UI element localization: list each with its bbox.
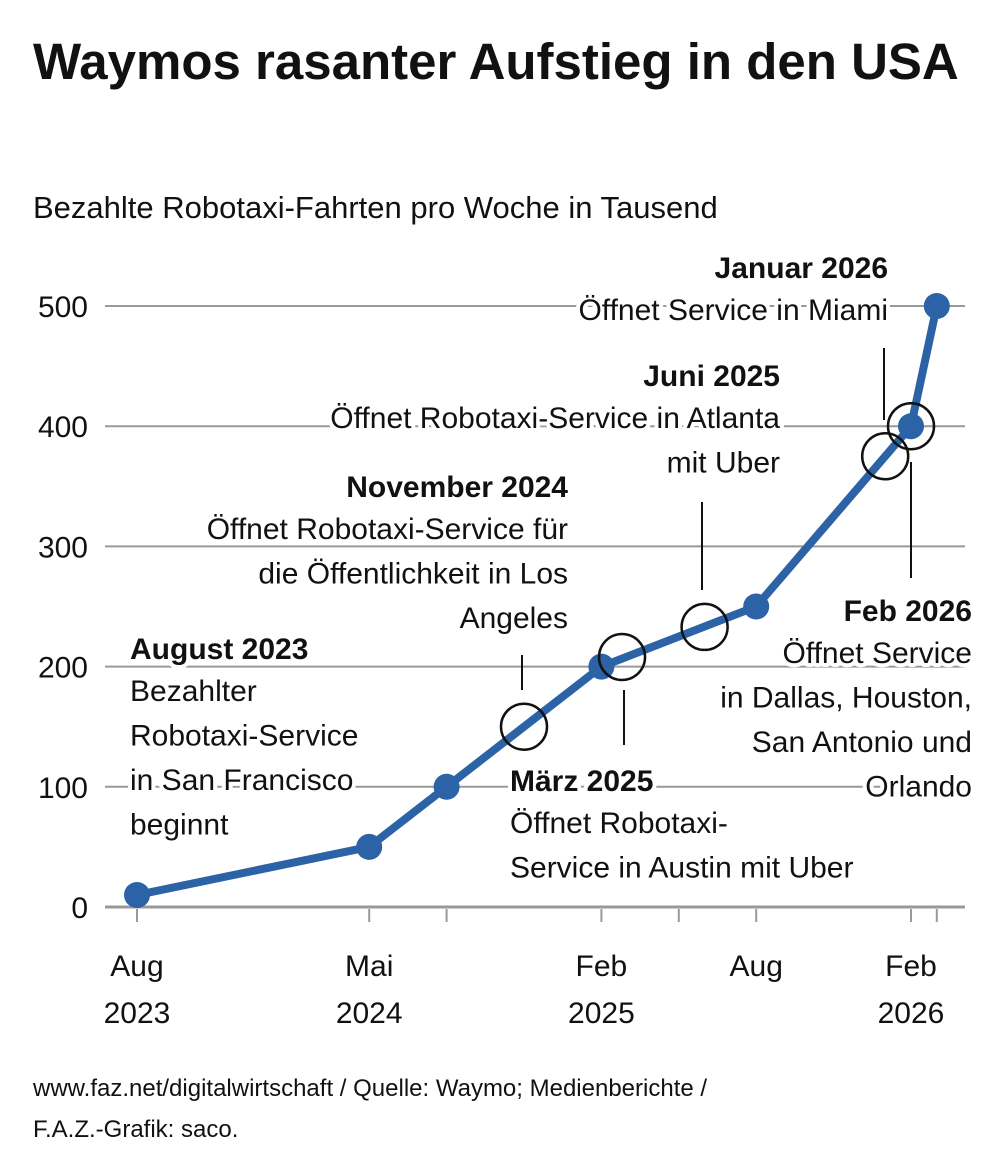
annotation-text: in Dallas, Houston, bbox=[720, 682, 972, 715]
footer-source: www.faz.net/digitalwirtschaft / Quelle: … bbox=[33, 1075, 708, 1102]
x-tick-label-year: 2025 bbox=[568, 997, 635, 1030]
annotation-heading: Juni 2025 bbox=[643, 360, 780, 393]
x-tick-label: Aug bbox=[110, 950, 163, 983]
annotation-marker bbox=[886, 401, 936, 451]
data-point bbox=[124, 881, 150, 908]
y-tick-label: 200 bbox=[38, 652, 88, 685]
annotation-heading: Januar 2026 bbox=[715, 252, 888, 285]
annotation-heading: Feb 2026 bbox=[844, 595, 972, 628]
y-tick-label: 400 bbox=[38, 411, 88, 444]
annotation-text: mit Uber bbox=[667, 447, 780, 480]
x-tick-label: Aug bbox=[730, 950, 783, 983]
annotation-heading: März 2025 bbox=[510, 765, 653, 798]
x-tick-label-year: 2023 bbox=[104, 997, 171, 1030]
data-point bbox=[743, 593, 770, 620]
annotation-text: Bezahlter bbox=[130, 675, 257, 708]
annotation-marker bbox=[597, 632, 647, 682]
annotation-text: Robotaxi-Service bbox=[130, 720, 358, 753]
annotation-text: Orlando bbox=[865, 771, 972, 804]
annotation-marker bbox=[680, 602, 729, 652]
y-tick-label: 500 bbox=[38, 291, 88, 324]
data-point bbox=[898, 413, 924, 440]
annotation-text: die Öffentlichkeit in Los bbox=[258, 558, 568, 591]
annotation-text: Öffnet Robotaxi- bbox=[510, 807, 728, 840]
footer-credit: F.A.Z.-Grafik: saco. bbox=[33, 1116, 239, 1143]
annotation-text: Öffnet Robotaxi-Service in Atlanta bbox=[330, 402, 780, 435]
annotation-text: beginnt bbox=[130, 809, 229, 842]
annotation-marker bbox=[499, 702, 549, 751]
data-point bbox=[356, 833, 383, 860]
y-tick-label: 300 bbox=[38, 531, 88, 564]
annotation-marker bbox=[860, 432, 910, 481]
x-tick-label: Mai bbox=[345, 950, 393, 983]
data-point bbox=[433, 773, 460, 800]
annotation-text: Öffnet Service in Miami bbox=[578, 294, 888, 327]
annotation-text: in San Francisco bbox=[130, 764, 353, 797]
y-tick-label: 0 bbox=[71, 892, 88, 925]
annotation-text: Öffnet Service bbox=[782, 637, 972, 670]
x-tick-label: Feb bbox=[885, 950, 937, 983]
annotation-heading: November 2024 bbox=[346, 471, 568, 504]
x-tick-label-year: 2026 bbox=[878, 997, 945, 1030]
annotation-text: Angeles bbox=[460, 602, 568, 635]
data-point bbox=[923, 293, 950, 319]
x-tick-label-year: 2024 bbox=[336, 997, 403, 1030]
chart-title: Waymos rasanter Aufstieg in den USA bbox=[33, 33, 959, 90]
annotation-text: San Antonio und bbox=[752, 726, 972, 759]
source-footer: www.faz.net/digitalwirtschaft / Quelle: … bbox=[33, 1068, 973, 1150]
annotation-text: Service in Austin mit Uber bbox=[510, 852, 853, 885]
chart-subtitle: Bezahlte Robotaxi-Fahrten pro Woche in T… bbox=[33, 190, 718, 225]
annotation-heading: August 2023 bbox=[130, 633, 308, 666]
annotation-text: Öffnet Robotaxi-Service für bbox=[207, 513, 568, 546]
y-tick-label: 100 bbox=[38, 772, 88, 805]
x-tick-label: Feb bbox=[576, 950, 628, 983]
